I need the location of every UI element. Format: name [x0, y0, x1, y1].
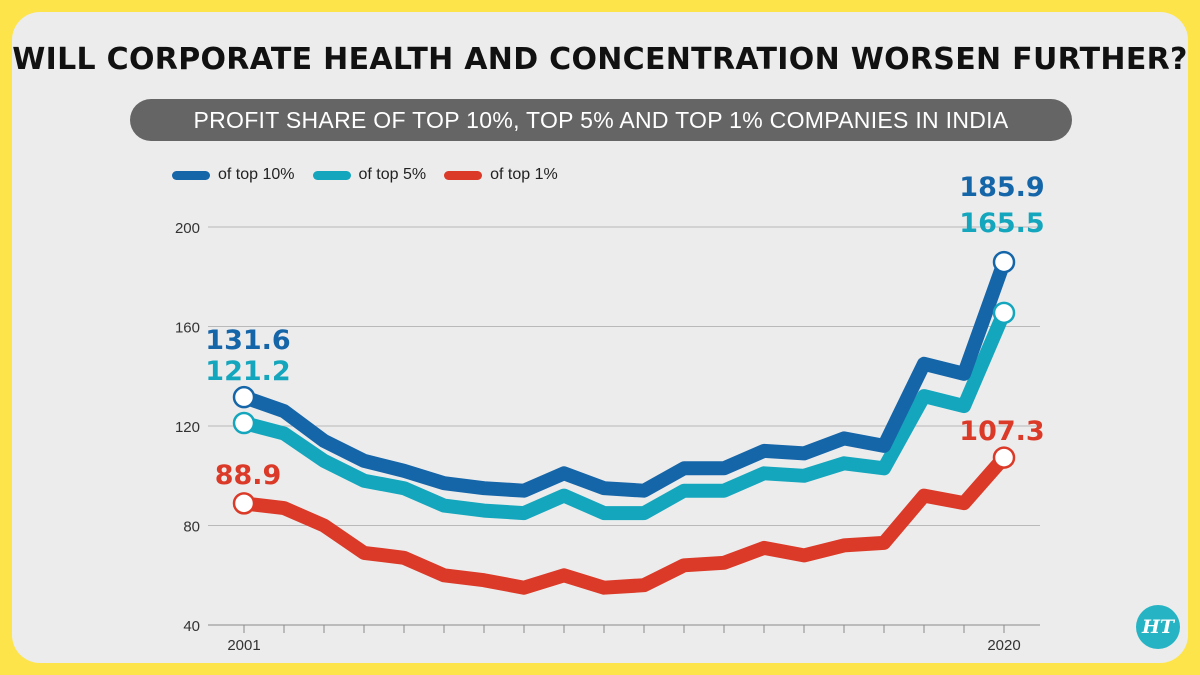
legend-swatch-top5	[312, 170, 351, 180]
series-line-top1	[237, 450, 1011, 595]
y-tick-label-40: 40	[183, 618, 200, 635]
marker-top1-first	[232, 492, 256, 515]
legend-item-top1: of top 1%	[444, 166, 558, 184]
y-tick-label-80: 80	[183, 519, 200, 536]
value-label-top5-first: 121.2	[205, 356, 290, 387]
chart-title: WILL CORPORATE HEALTH AND CONCENTRATION …	[12, 42, 1188, 77]
ht-logo: HT	[1136, 605, 1180, 649]
x-tick-label-first: 2001	[227, 637, 260, 654]
legend-swatch-top1	[444, 170, 483, 180]
chart-subtitle: PROFIT SHARE OF TOP 10%, TOP 5% AND TOP …	[130, 99, 1072, 141]
series-line-top5	[237, 305, 1011, 521]
marker-top1-last	[992, 446, 1016, 469]
series-line-top10	[237, 255, 1011, 498]
legend-label-top1: of top 1%	[490, 166, 558, 183]
value-label-top1-last: 107.3	[959, 416, 1044, 447]
legend-item-top5: of top 5%	[312, 166, 427, 184]
legend-item-top10: of top 10%	[172, 166, 295, 184]
legend-swatch-top10	[172, 170, 210, 180]
y-tick-label-160: 160	[175, 320, 200, 337]
value-label-top10-last: 185.9	[959, 172, 1044, 203]
legend: of top 10% of top 5% of top 1%	[172, 166, 558, 184]
marker-top5-last	[992, 301, 1016, 325]
marker-top10-first	[232, 385, 256, 409]
value-label-top1-first: 88.9	[215, 460, 282, 491]
marker-top5-first	[232, 411, 256, 435]
y-tick-label-120: 120	[175, 419, 200, 436]
y-tick-label-200: 200	[175, 220, 200, 237]
x-tick-label-last: 2020	[987, 637, 1020, 654]
marker-top10-last	[992, 250, 1016, 274]
value-label-top10-first: 131.6	[205, 325, 290, 356]
legend-label-top5: of top 5%	[358, 166, 427, 183]
value-label-top5-last: 165.5	[959, 208, 1044, 239]
legend-label-top10: of top 10%	[218, 166, 295, 183]
